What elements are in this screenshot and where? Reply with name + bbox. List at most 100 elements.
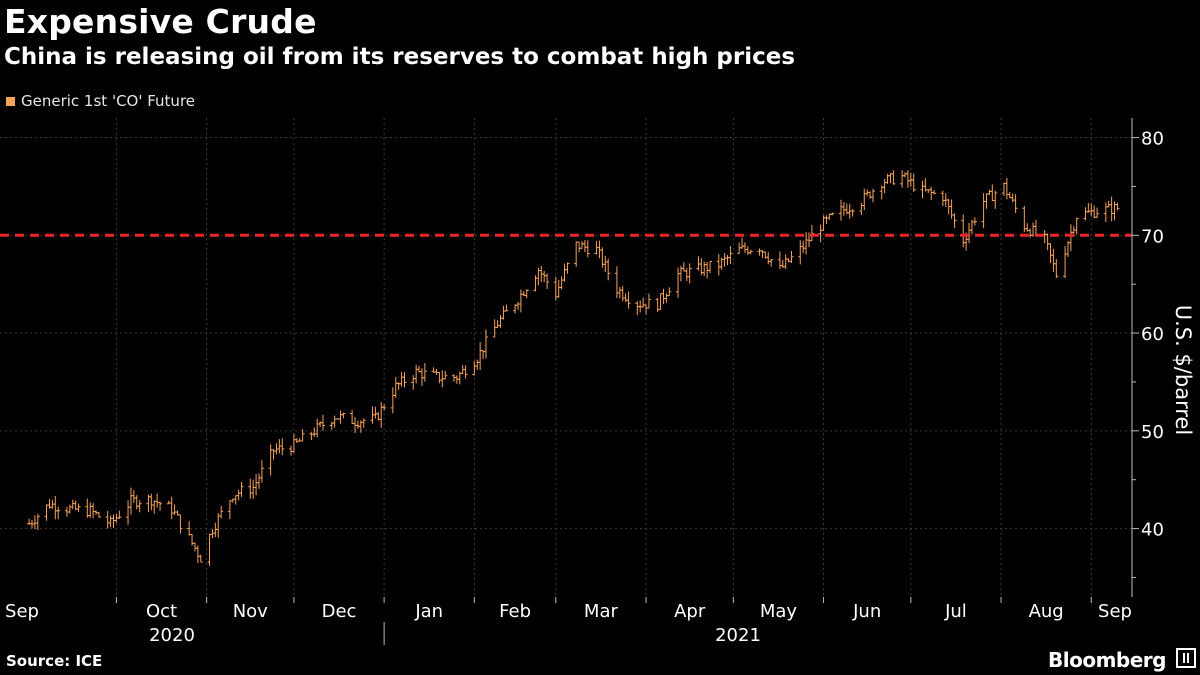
y-tick-label: 80 (1141, 129, 1164, 150)
price-bar (1068, 224, 1073, 252)
price-bar (603, 255, 608, 272)
price-bar (443, 370, 448, 380)
legend-swatch (6, 96, 15, 106)
price-bar (312, 427, 317, 437)
price-bar (355, 420, 360, 429)
price-bar (56, 506, 61, 520)
price-bar (684, 268, 689, 282)
price-bar (289, 445, 294, 456)
price-bar (1031, 222, 1036, 237)
x-tick-label: Sep (5, 601, 39, 622)
price-bar (309, 432, 314, 440)
price-bar (798, 240, 803, 265)
price-bar (1065, 240, 1070, 257)
price-bar (280, 438, 285, 456)
price-bar (294, 438, 299, 444)
price-bar (940, 190, 945, 207)
price-bar (1103, 202, 1108, 223)
price-bar (696, 256, 701, 271)
price-bar (105, 511, 110, 529)
price-bar (722, 253, 727, 267)
price-bar (716, 254, 721, 276)
price-bar (411, 375, 416, 390)
price-bar (900, 170, 905, 188)
price-bar (838, 199, 843, 221)
source-note: Source: ICE (6, 652, 103, 670)
price-bar (786, 258, 791, 263)
price-bar (254, 474, 259, 496)
price-bar (606, 258, 611, 281)
price-bar (158, 501, 163, 511)
price-bar (291, 433, 296, 453)
price-bar (981, 193, 986, 229)
price-bar (96, 512, 101, 518)
x-tick-label: Apr (674, 601, 706, 622)
price-bar (76, 503, 81, 513)
price-bar (801, 240, 806, 254)
price-bar (1115, 202, 1120, 211)
year-label: 2021 (715, 625, 761, 646)
price-bar (155, 493, 160, 508)
price-bar (952, 213, 957, 228)
price-bar (1095, 207, 1100, 219)
grid (0, 118, 1132, 597)
price-bar (233, 495, 238, 505)
price-bar (702, 261, 707, 277)
price-bar (620, 286, 625, 302)
price-bar (318, 421, 323, 427)
x-tick-label: Aug (1029, 601, 1064, 622)
price-bar (248, 478, 253, 499)
y-axis: 40 50 60 70 80 (1131, 118, 1164, 597)
price-bar (641, 297, 646, 308)
price-bar (1010, 193, 1015, 203)
price-bar (830, 212, 835, 216)
chart-title: Expensive Crude (4, 2, 317, 41)
price-bar (137, 500, 142, 513)
price-bar (236, 489, 241, 501)
price-bar (708, 260, 713, 274)
price-bar (769, 259, 774, 267)
price-bar (859, 202, 864, 215)
price-bar (451, 374, 456, 382)
price-bar (888, 173, 893, 184)
brand-logo: Bloomberg (1048, 648, 1166, 672)
price-bar (542, 270, 547, 283)
price-bar (760, 250, 765, 259)
chart-subtitle: China is releasing oil from its reserves… (4, 44, 796, 70)
price-bar (70, 499, 75, 510)
x-tick-label: Jan (414, 601, 443, 622)
y-axis-label: U.S. $/barrel (1171, 305, 1195, 436)
price-bar (393, 377, 398, 398)
price-bar (623, 293, 628, 303)
price-bar (472, 360, 477, 376)
price-bar (658, 293, 663, 310)
price-bar (88, 502, 93, 518)
price-bar (350, 410, 355, 425)
price-bar (478, 342, 483, 371)
price-bar (399, 371, 404, 387)
price-bar (1083, 207, 1088, 221)
price-bar (239, 482, 244, 497)
price-bar (524, 289, 529, 299)
price-bar (1004, 177, 1009, 200)
price-bar (67, 504, 72, 514)
price-bar (463, 365, 468, 379)
price-bar (661, 288, 666, 304)
price-bar (219, 505, 224, 519)
price-bar (501, 305, 506, 320)
price-bar (85, 498, 90, 518)
price-bar (256, 473, 261, 489)
price-bar (422, 363, 427, 382)
price-bar (565, 262, 570, 274)
y-tick-label: 40 (1141, 520, 1164, 541)
x-tick-label: Mar (584, 601, 619, 622)
price-bar (361, 418, 366, 428)
price-bar (166, 500, 171, 505)
price-bar (905, 170, 910, 188)
price-bar (213, 522, 218, 538)
price-bar (757, 248, 762, 256)
price-bar (268, 444, 273, 476)
price-bar (117, 510, 122, 519)
price-bar (745, 246, 750, 256)
